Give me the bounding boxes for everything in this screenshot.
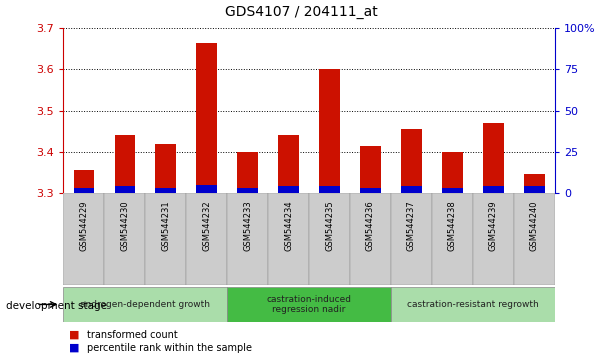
Text: transformed count: transformed count — [87, 330, 178, 339]
Bar — [115, 135, 135, 193]
Text: GSM544237: GSM544237 — [407, 200, 416, 251]
Bar — [238, 152, 258, 193]
Text: GSM544236: GSM544236 — [366, 200, 375, 251]
Text: GSM544235: GSM544235 — [325, 200, 334, 251]
Text: percentile rank within the sample: percentile rank within the sample — [87, 343, 253, 353]
Bar — [197, 185, 217, 193]
Text: ■: ■ — [69, 330, 80, 339]
Bar — [104, 193, 145, 285]
Bar — [360, 145, 380, 193]
Bar — [473, 193, 514, 285]
Bar — [74, 170, 94, 193]
Text: castration-resistant regrowth: castration-resistant regrowth — [407, 300, 538, 309]
Text: GSM544240: GSM544240 — [530, 200, 539, 251]
Bar — [432, 193, 473, 285]
Bar — [309, 193, 350, 285]
Text: GSM544229: GSM544229 — [79, 200, 88, 251]
Bar — [391, 193, 432, 285]
Bar — [391, 287, 555, 322]
Text: GSM544238: GSM544238 — [448, 200, 457, 251]
Bar — [319, 186, 339, 193]
Bar — [227, 193, 268, 285]
Text: GSM544230: GSM544230 — [120, 200, 129, 251]
Bar — [156, 188, 176, 193]
Bar — [145, 193, 186, 285]
Text: ■: ■ — [69, 343, 80, 353]
Text: GDS4107 / 204111_at: GDS4107 / 204111_at — [225, 5, 378, 19]
Text: development stage: development stage — [6, 301, 107, 311]
Bar — [483, 186, 504, 193]
Text: GSM544234: GSM544234 — [284, 200, 293, 251]
Bar — [401, 129, 421, 193]
Bar — [401, 186, 421, 193]
Bar — [524, 175, 545, 193]
Text: GSM544231: GSM544231 — [161, 200, 170, 251]
Text: GSM544233: GSM544233 — [243, 200, 252, 251]
Text: GSM544232: GSM544232 — [202, 200, 211, 251]
Bar — [442, 152, 463, 193]
Bar — [524, 186, 545, 193]
Bar — [350, 193, 391, 285]
Bar — [197, 43, 217, 193]
Text: GSM544239: GSM544239 — [489, 200, 498, 251]
Bar — [186, 193, 227, 285]
Bar — [319, 69, 339, 193]
Bar — [279, 135, 299, 193]
Bar — [156, 144, 176, 193]
Bar — [442, 188, 463, 193]
Text: castration-induced
regression nadir: castration-induced regression nadir — [267, 295, 352, 314]
Bar — [227, 287, 391, 322]
Bar — [63, 193, 104, 285]
Bar — [74, 188, 94, 193]
Bar — [483, 123, 504, 193]
Text: androgen-dependent growth: androgen-dependent growth — [80, 300, 210, 309]
Bar — [238, 188, 258, 193]
Bar — [63, 287, 227, 322]
Bar — [360, 188, 380, 193]
Bar — [115, 186, 135, 193]
Bar — [268, 193, 309, 285]
Bar — [514, 193, 555, 285]
Bar — [279, 186, 299, 193]
